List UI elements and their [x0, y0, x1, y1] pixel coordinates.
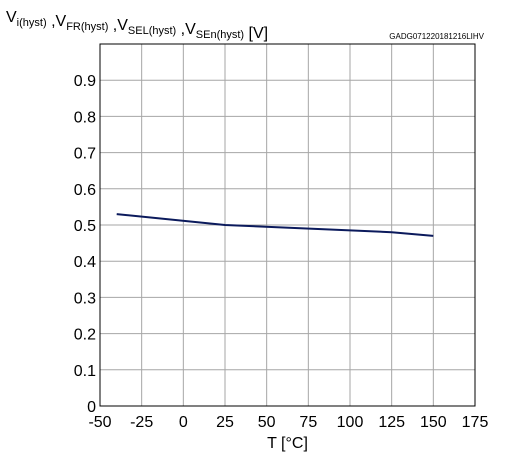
y-tick-label: 0.6 [74, 182, 96, 199]
y-title-separator: , [47, 13, 56, 30]
x-tick-labels: -50 -25 0 25 50 75 100 125 150 175 [88, 414, 488, 431]
y-title-separator: [V] [244, 25, 268, 42]
y-title-separator: , [176, 21, 185, 38]
x-tick-label: 125 [378, 414, 405, 431]
y-tick-label: 0.1 [74, 363, 96, 380]
y-tick-label: 0.3 [74, 290, 96, 307]
y-tick-label: 0.8 [74, 109, 96, 126]
y-title-symbol: V [117, 17, 128, 34]
y-tick-label: 0.5 [74, 218, 96, 235]
y-axis-title-text: Vi(hyst) ,VFR(hyst) ,VSEL(hyst) ,VSEn(hy… [6, 9, 268, 42]
y-title-symbol: V [185, 21, 196, 38]
x-tick-label: 100 [337, 414, 364, 431]
y-title-subscript: FR(hyst) [66, 21, 108, 33]
x-tick-label: 25 [216, 414, 234, 431]
x-tick-label: 75 [299, 414, 317, 431]
x-tick-label: 0 [179, 414, 188, 431]
x-tick-label: -25 [130, 414, 153, 431]
x-tick-label: 150 [420, 414, 447, 431]
plot-frame [99, 43, 476, 407]
series-layer [116, 213, 434, 237]
y-title-symbol: V [56, 13, 67, 30]
y-tick-label: 0.7 [74, 146, 96, 163]
y-title-subscript: SEL(hyst) [128, 25, 176, 37]
series-line [116, 213, 434, 237]
figure-code: GADG071220181216LIHV [389, 32, 484, 41]
y-title-subscript: SEn(hyst) [196, 29, 244, 41]
grid [100, 44, 475, 406]
y-tick-label: 0 [87, 399, 96, 416]
x-tick-label: 50 [258, 414, 276, 431]
y-axis-title: Vi(hyst) ,VFR(hyst) ,VSEL(hyst) ,VSEn(hy… [6, 9, 268, 42]
x-tick-label: -50 [88, 414, 111, 431]
y-title-symbol: V [6, 9, 17, 26]
x-axis-title: T [°C] [267, 435, 308, 452]
y-tick-labels: 0 0.1 0.2 0.3 0.4 0.5 0.6 0.7 0.8 0.9 [74, 73, 96, 416]
y-title-subscript: i(hyst) [17, 17, 47, 29]
y-title-separator: , [108, 17, 117, 34]
x-tick-label: 175 [462, 414, 489, 431]
y-tick-label: 0.4 [74, 254, 96, 271]
y-tick-label: 0.2 [74, 327, 96, 344]
y-tick-label: 0.9 [74, 73, 96, 90]
